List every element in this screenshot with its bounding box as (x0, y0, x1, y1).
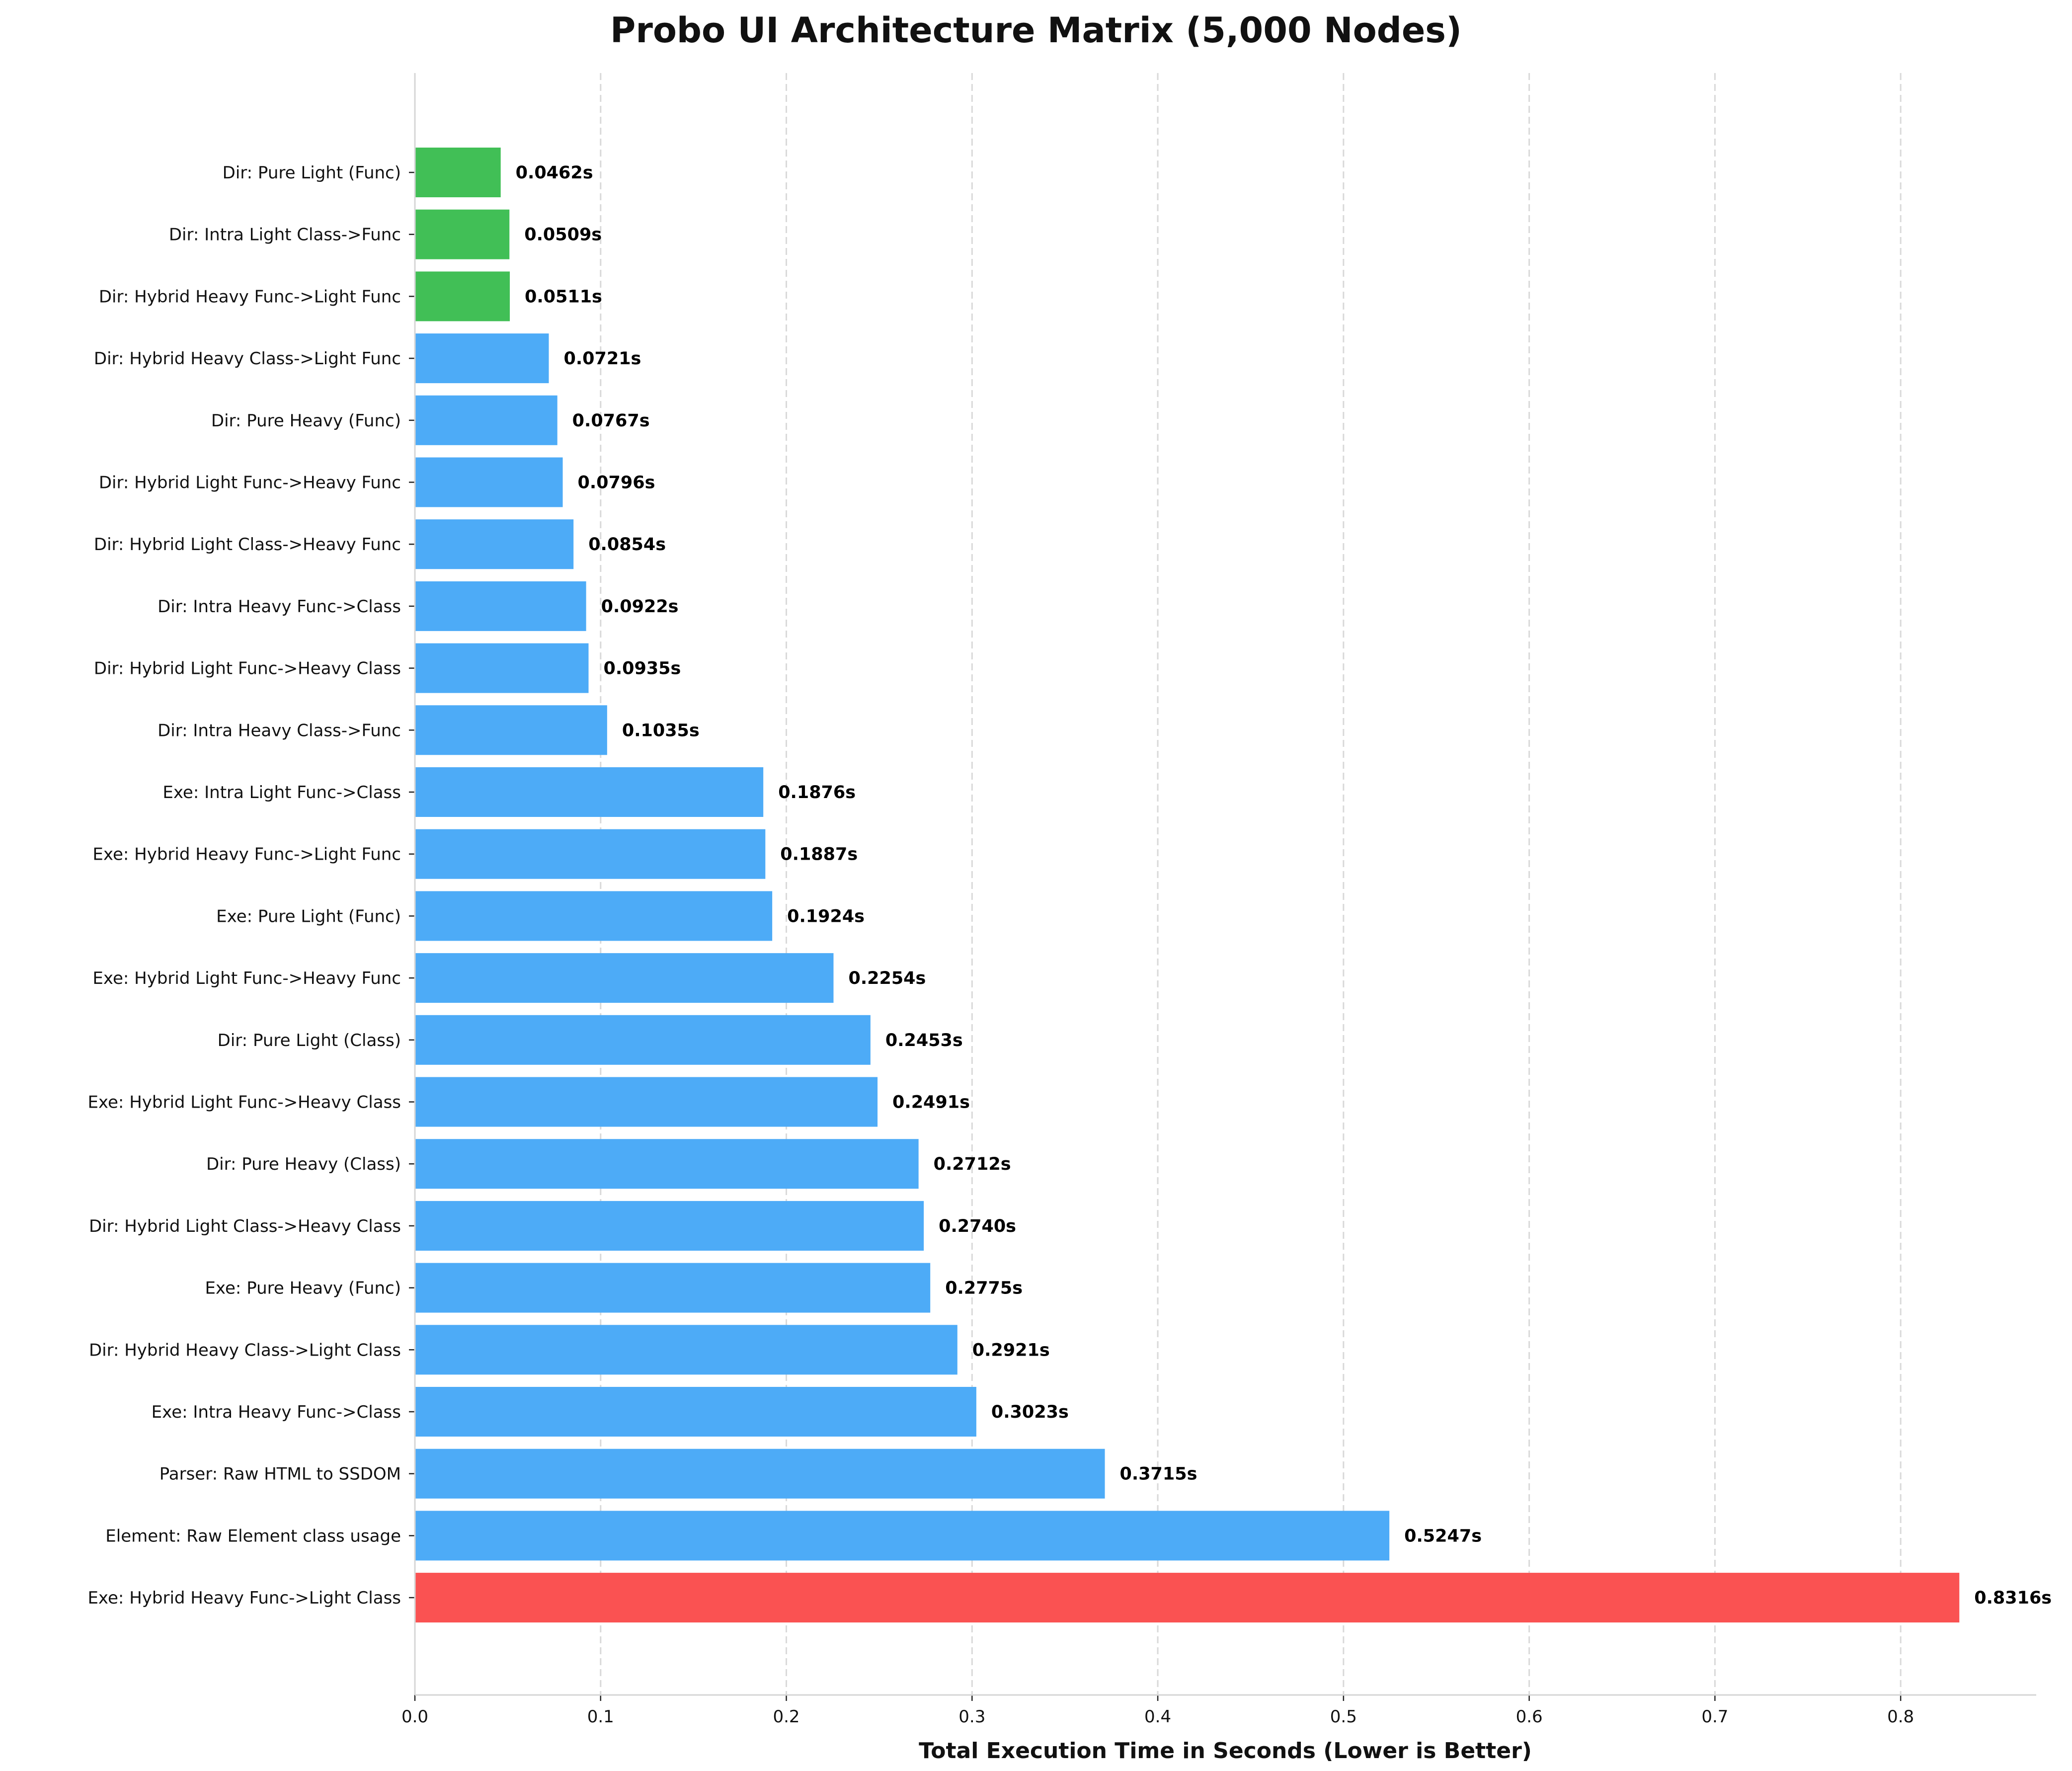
value-label: 0.0511s (525, 287, 602, 307)
bar (415, 1077, 878, 1127)
y-tick-label: Exe: Hybrid Light Func->Heavy Func (92, 968, 401, 988)
value-label: 0.1876s (778, 783, 856, 803)
y-tick-label: Dir: Pure Heavy (Func) (211, 411, 401, 431)
x-tick-label: 0.1 (587, 1707, 614, 1727)
value-label: 0.0854s (588, 535, 666, 555)
x-axis-label: Total Execution Time in Seconds (Lower i… (919, 1738, 1532, 1764)
bar (415, 829, 766, 879)
x-tick-label: 0.3 (958, 1707, 985, 1727)
y-tick-label: Dir: Intra Heavy Class->Func (158, 721, 401, 740)
value-label: 0.2740s (939, 1216, 1016, 1236)
value-label: 0.0509s (524, 225, 602, 245)
bar (415, 209, 510, 259)
y-tick-label: Dir: Pure Light (Func) (223, 163, 401, 183)
y-tick-label: Dir: Pure Heavy (Class) (206, 1154, 401, 1174)
bar (415, 1015, 871, 1065)
y-tick-label: Exe: Pure Heavy (Func) (205, 1279, 401, 1298)
bar (415, 953, 834, 1003)
y-tick-label: Exe: Hybrid Heavy Func->Light Func (92, 845, 401, 865)
y-tick-label: Dir: Hybrid Light Func->Heavy Class (94, 659, 401, 679)
x-tick-label: 0.4 (1144, 1707, 1171, 1727)
y-tick-label: Exe: Hybrid Light Func->Heavy Class (87, 1093, 401, 1113)
value-label: 0.2712s (934, 1154, 1011, 1174)
bar (415, 1139, 919, 1189)
value-label: 0.2491s (892, 1093, 970, 1113)
bar (415, 395, 558, 445)
y-tick-label: Parser: Raw HTML to SSDOM (159, 1464, 401, 1484)
bar (415, 519, 574, 569)
y-tick-label: Dir: Hybrid Light Class->Heavy Func (94, 535, 401, 555)
x-tick-label: 0.8 (1887, 1707, 1914, 1727)
value-label: 0.0721s (563, 349, 641, 369)
bar (415, 767, 764, 817)
x-tick-label: 0.6 (1516, 1707, 1543, 1727)
y-tick-label: Dir: Hybrid Light Func->Heavy Func (99, 473, 401, 493)
value-label: 0.8316s (1974, 1588, 2052, 1608)
value-label: 0.0767s (572, 411, 650, 431)
y-tick-label: Dir: Hybrid Heavy Func->Light Func (99, 287, 401, 307)
bar (415, 1325, 957, 1375)
value-label: 0.1924s (787, 906, 865, 926)
y-tick-label: Dir: Hybrid Light Class->Heavy Class (89, 1216, 401, 1236)
value-label: 0.2254s (848, 968, 926, 988)
bar (415, 705, 607, 755)
value-label: 0.0462s (516, 163, 593, 183)
value-label: 0.5247s (1404, 1526, 1482, 1546)
value-label: 0.2775s (945, 1279, 1023, 1298)
bars: 0.0462s 0.0509s 0.0511s 0.0721s 0.0767s 0.079… (415, 148, 2052, 1623)
y-tick-label: Exe: Intra Heavy Func->Class (152, 1402, 401, 1422)
y-tick-label: Exe: Hybrid Heavy Func->Light Class (87, 1588, 401, 1608)
y-tick-label: Dir: Hybrid Heavy Class->Light Func (94, 349, 401, 369)
x-tick-label: 0.0 (401, 1707, 428, 1727)
y-tick-label: Dir: Hybrid Heavy Class->Light Class (89, 1340, 401, 1360)
value-label: 0.1887s (780, 845, 858, 865)
bar (415, 581, 586, 631)
bar (415, 891, 773, 941)
value-label: 0.3715s (1120, 1464, 1197, 1484)
axes: 0.0 0.1 0.2 0.3 0.4 0.5 0.6 0.7 0.8 Dir: Pure Lig… (87, 73, 2036, 1727)
bar (415, 1511, 1390, 1561)
y-tick-label: Exe: Intra Light Func->Class (162, 783, 401, 803)
value-label: 0.0935s (603, 659, 681, 679)
value-label: 0.3023s (991, 1402, 1069, 1422)
value-label: 0.1035s (622, 721, 700, 740)
bar (415, 1263, 931, 1313)
value-label: 0.0922s (601, 597, 679, 617)
x-tick-label: 0.7 (1701, 1707, 1728, 1727)
x-tick-label: 0.2 (773, 1707, 799, 1727)
chart-title: Probo UI Architecture Matrix (5,000 Node… (610, 10, 1462, 51)
bar (415, 1573, 1960, 1623)
y-tick-label: Dir: Intra Light Class->Func (169, 225, 401, 245)
y-tick-label: Exe: Pure Light (Func) (216, 906, 401, 926)
x-tick-label: 0.5 (1330, 1707, 1357, 1727)
bar (415, 1387, 976, 1437)
value-label: 0.2921s (972, 1340, 1050, 1360)
bar (415, 643, 589, 693)
y-tick-label: Dir: Intra Heavy Func->Class (158, 597, 401, 617)
bar (415, 1449, 1105, 1499)
y-tick-label: Element: Raw Element class usage (105, 1526, 401, 1546)
y-tick-label: Dir: Pure Light (Class) (218, 1031, 401, 1050)
bar (415, 271, 510, 322)
bar (415, 457, 563, 507)
bar (415, 333, 549, 384)
value-label: 0.2453s (885, 1031, 963, 1050)
bar (415, 1201, 924, 1251)
bar (415, 148, 501, 197)
value-label: 0.0796s (578, 473, 655, 493)
